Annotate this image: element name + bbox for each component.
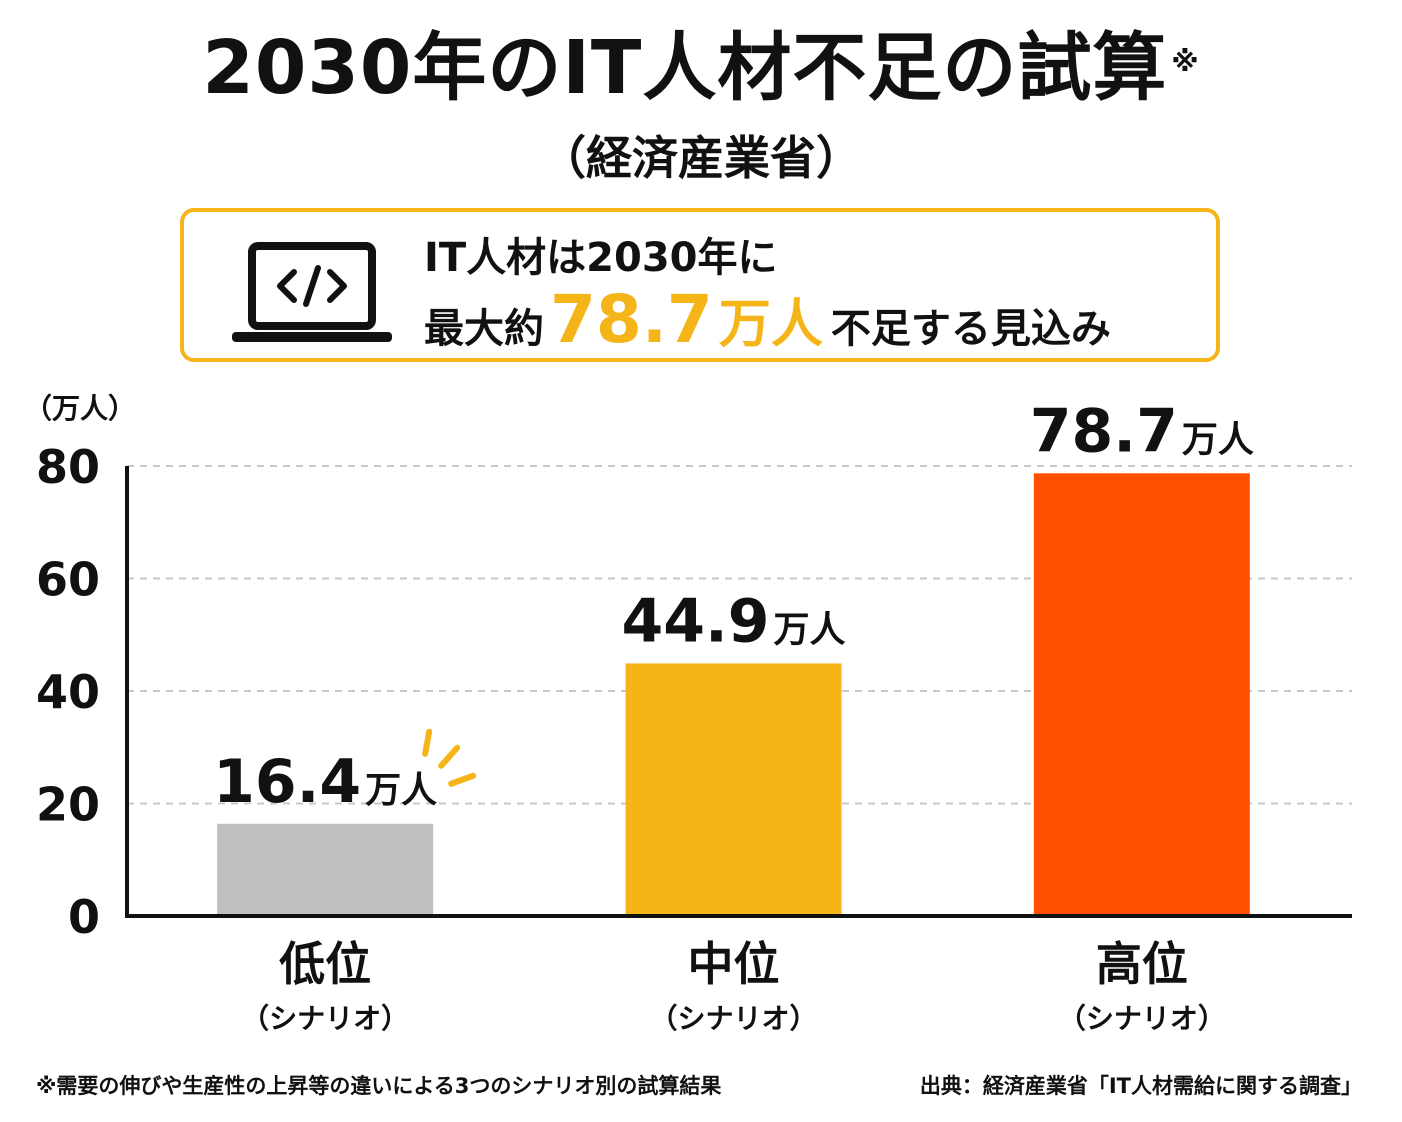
data-label-unit: 万人: [1182, 419, 1254, 460]
summary-callout: IT人材は2030年に 最大約78.7 万人 不足する見込み: [180, 208, 1220, 362]
y-tick-label: 40: [36, 665, 100, 719]
laptop-code-icon: [232, 242, 392, 342]
callout-prefix: 最大約: [424, 306, 544, 352]
x-category-label: 高位: [1096, 937, 1188, 991]
data-label: 44.9 万人: [621, 586, 845, 656]
callout-highlight-value: 78.7: [550, 281, 713, 358]
footnote: ※需要の伸びや生産性の上昇等の違いによる3つのシナリオ別の試算結果: [36, 1074, 722, 1098]
bar: [1033, 473, 1250, 914]
title-note-mark: ※: [1171, 45, 1200, 78]
emphasis-burst-mark: [448, 772, 477, 787]
callout-line-2: 最大約78.7 万人 不足する見込み: [424, 282, 1111, 367]
page-title: 2030年のIT人材不足の試算 ※: [0, 18, 1402, 118]
y-tick-label: 20: [36, 778, 100, 832]
data-label-unit: 万人: [774, 609, 846, 650]
title-text: 2030年のIT人材不足の試算: [202, 25, 1168, 111]
y-tick-label: 80: [36, 440, 100, 494]
data-label-value: 16.4: [213, 747, 361, 817]
source-citation: 出典：経済産業省「IT人材需給に関する調査」: [919, 1074, 1362, 1098]
callout-highlight-unit: 万人: [718, 295, 823, 355]
y-tick-label: 0: [68, 890, 100, 944]
bar: [625, 663, 842, 914]
x-category-sublabel: （シナリオ）: [1058, 1002, 1226, 1035]
bar: [217, 823, 434, 914]
page-subtitle: （経済産業省）: [540, 131, 862, 185]
callout-line-1: IT人材は2030年に: [424, 235, 778, 281]
x-category-label: 中位: [688, 937, 780, 991]
x-category-sublabel: （シナリオ）: [649, 1002, 817, 1035]
data-label: 16.4 万人: [213, 747, 437, 817]
y-tick-label: 60: [36, 553, 100, 607]
emphasis-burst-mark: [438, 744, 461, 769]
data-label: 78.7 万人: [1030, 396, 1254, 466]
data-label-value: 78.7: [1030, 396, 1178, 466]
data-label-value: 44.9: [621, 586, 769, 656]
callout-suffix: 不足する見込み: [830, 306, 1111, 352]
data-label-unit: 万人: [365, 770, 437, 811]
x-category-sublabel: （シナリオ）: [241, 1002, 409, 1035]
emphasis-burst-mark: [422, 728, 433, 757]
y-axis-label: （万人）: [24, 392, 136, 425]
x-category-label: 低位: [279, 937, 371, 991]
